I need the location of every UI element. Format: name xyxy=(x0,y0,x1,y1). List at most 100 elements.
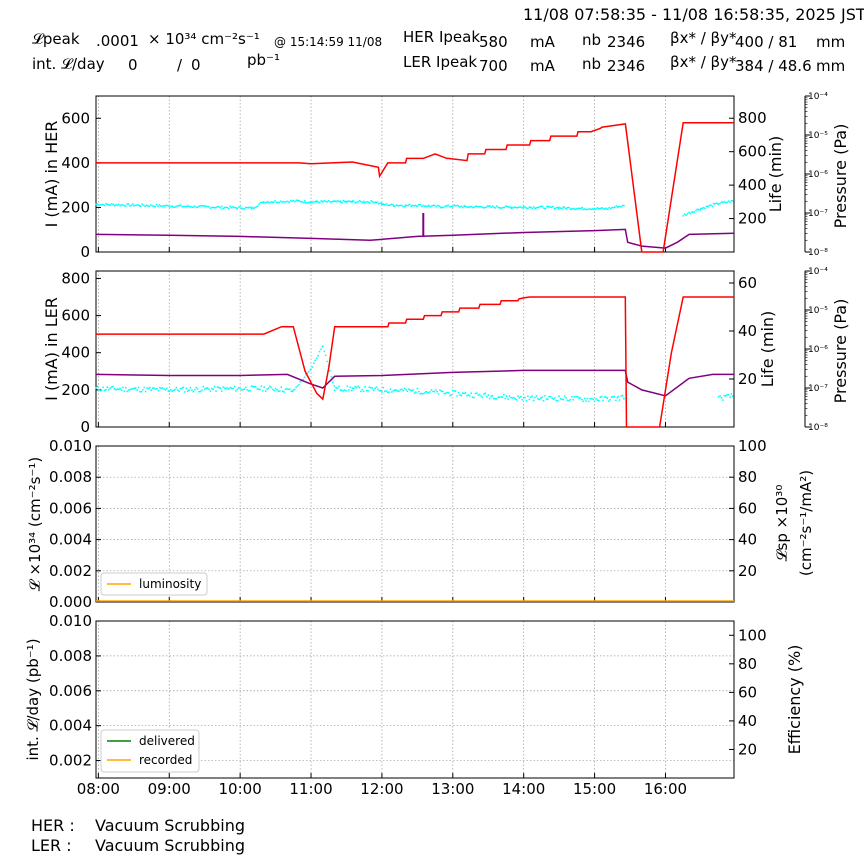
her-life-point xyxy=(500,207,503,210)
ler-life-point xyxy=(408,388,410,390)
ler-life-point xyxy=(546,398,549,401)
ler-life-point xyxy=(140,390,143,393)
ler-life-point xyxy=(491,394,494,397)
her-life-point xyxy=(435,205,438,208)
ler-life-point xyxy=(362,390,365,393)
her-life-point xyxy=(444,205,447,207)
her-life-point xyxy=(448,205,451,208)
her-life-point xyxy=(529,206,532,209)
ler-life-point xyxy=(422,392,424,395)
her-life-point xyxy=(686,212,689,215)
her-life-point xyxy=(171,205,174,208)
ler-life-point xyxy=(113,387,116,390)
ler-life-point xyxy=(606,397,609,400)
ler-life-point xyxy=(518,396,521,399)
her-life-point xyxy=(222,207,225,210)
ler-life-point xyxy=(434,389,437,391)
her-life-point xyxy=(201,204,203,207)
lum-y2-label-line1: 𝓛sp ×10³⁰ xyxy=(773,485,791,562)
ler-life-point xyxy=(127,389,130,391)
her-life-point xyxy=(509,206,511,209)
her-life-point xyxy=(441,206,444,209)
int-y-tick-label: 0.004 xyxy=(49,717,92,735)
her-life-point xyxy=(729,201,731,204)
ler-life-point xyxy=(193,388,196,391)
ler-life-point xyxy=(392,390,395,392)
ler-life-point xyxy=(580,398,583,401)
ler-life-point xyxy=(329,369,331,372)
her-life-point xyxy=(603,208,606,211)
her-life-point xyxy=(145,204,148,207)
her-life-point xyxy=(544,207,547,210)
ler-life-point xyxy=(317,354,319,357)
ler-life-point xyxy=(320,348,322,351)
her-life-point xyxy=(693,211,696,214)
her-life-point xyxy=(541,205,544,208)
her-life-point xyxy=(377,202,380,205)
ler-life-point xyxy=(402,389,405,392)
her-y2-tick-label: 200 xyxy=(738,210,767,228)
lum-y-tick-label: 0.002 xyxy=(49,562,92,580)
her-life-point xyxy=(97,204,100,207)
ler-life-point xyxy=(453,390,456,392)
ler-life-point xyxy=(286,387,288,390)
her-life-point xyxy=(392,205,395,208)
ler-life-point xyxy=(556,399,559,402)
ler-life-point xyxy=(354,385,357,388)
her-life-point xyxy=(120,203,123,206)
her-y3-tick-label: 10⁻⁵ xyxy=(808,131,828,141)
her-life-point xyxy=(615,205,618,207)
her-life-point xyxy=(707,205,709,208)
her-life-point xyxy=(270,201,272,203)
ler-life-point xyxy=(119,387,121,390)
her-ipeak-label: HER Ipeak xyxy=(403,28,480,46)
her-life-point xyxy=(552,205,554,208)
ler-life-point xyxy=(314,359,317,362)
her-life-point xyxy=(493,206,495,209)
her-life-point xyxy=(220,205,223,208)
her-life-point xyxy=(242,208,244,211)
her-life-point xyxy=(385,203,388,205)
ler-life-point xyxy=(467,394,470,396)
footer-ler-label: LER : xyxy=(31,836,72,855)
int-y-tick-label: 0.010 xyxy=(49,612,92,630)
ler-life-point xyxy=(724,394,727,397)
ler-life-point xyxy=(203,388,206,391)
ler-life-point xyxy=(473,396,475,399)
her-life-point xyxy=(129,205,131,207)
ler-life-point xyxy=(271,388,274,391)
lpeak-label: 𝓛peak xyxy=(32,30,80,48)
her-life-point xyxy=(127,203,130,205)
ler-life-point xyxy=(181,387,183,390)
ler-life-point xyxy=(116,388,119,391)
her-life-point xyxy=(311,201,314,203)
ler-life-point xyxy=(541,396,543,399)
ler-life-point xyxy=(429,391,431,393)
ler-life-point xyxy=(605,396,607,399)
her-life-point xyxy=(395,204,398,207)
her-life-point xyxy=(515,206,517,209)
her-life-point xyxy=(727,200,730,203)
her-life-point xyxy=(388,204,390,207)
her-life-point xyxy=(537,206,540,209)
her-life-point xyxy=(408,203,411,206)
her-life-point xyxy=(722,201,724,204)
ler-life-point xyxy=(602,399,604,402)
her-life-point xyxy=(431,205,433,207)
ler-life-point xyxy=(427,392,430,394)
ler-life-point xyxy=(213,385,216,388)
panel-frame-3 xyxy=(95,620,735,779)
ler-life-point xyxy=(389,388,392,391)
her-life-point xyxy=(332,200,334,203)
ler-life-point xyxy=(274,387,277,390)
ler-life-point xyxy=(103,389,106,392)
her-life-point xyxy=(724,201,727,204)
her-life-point xyxy=(259,201,262,204)
her-life-point xyxy=(445,205,448,208)
her-y2-tick-label: 600 xyxy=(738,143,767,161)
her-life-point xyxy=(132,205,135,207)
her-life-point xyxy=(586,208,588,211)
ler-life-point xyxy=(178,390,181,393)
her-life-point xyxy=(189,205,192,208)
her-life-point xyxy=(174,206,176,209)
